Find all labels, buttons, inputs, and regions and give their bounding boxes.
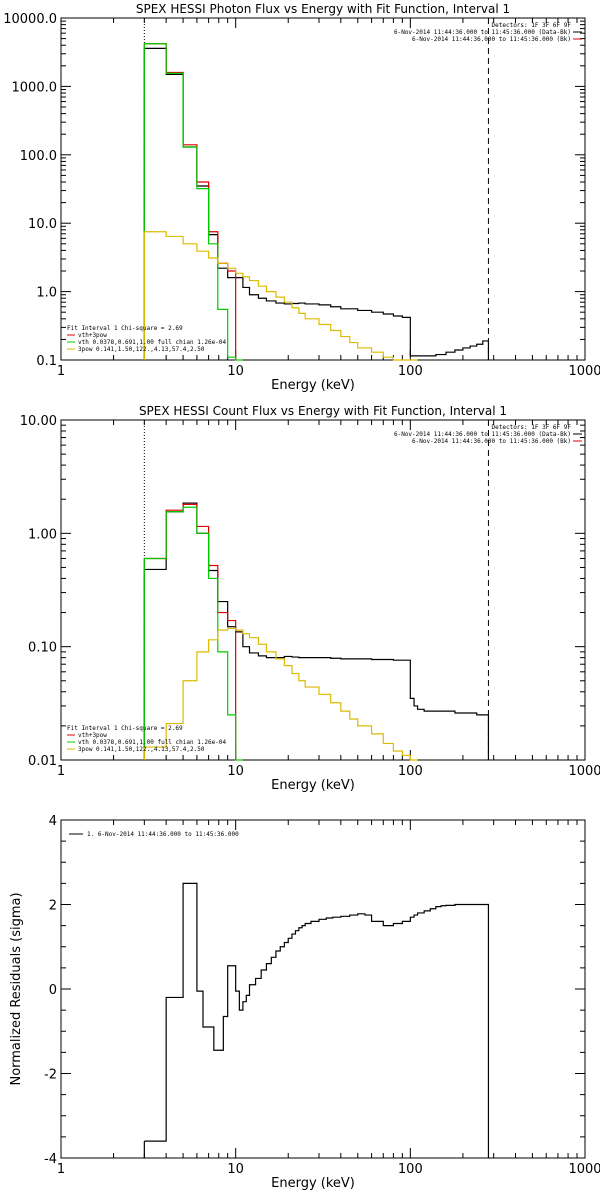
- y-tick-label: 1.0: [36, 286, 57, 301]
- series-yellow-line: [144, 627, 418, 761]
- plot-frame: [60, 419, 586, 761]
- info-line: 6-Nov-2014 11:44:36.000 to 11:45:36.000 …: [394, 431, 571, 438]
- legend-entry: 3pow 0.141,1.50,122.,4.13,57.4,2.50: [78, 346, 205, 353]
- legend-entry: vth+3pow: [78, 732, 107, 739]
- y-tick-label: 2: [49, 899, 57, 914]
- y-tick-label: 10000.0: [3, 12, 57, 27]
- x-axis: 1 10 100 1000 Energy (keV): [57, 820, 600, 1191]
- legend: 1. 6-Nov-2014 11:44:36.000 to 11:45:36.0…: [69, 831, 239, 838]
- legend-entry: vth 0.0378,0.691,1.00 full chian 1.26e-0…: [78, 739, 226, 746]
- series-red-line: [144, 503, 237, 760]
- chart-panel-3: 1 10 100 1000 Energy (keV) -4 -2 0 2 4 Normalized …: [9, 814, 600, 1191]
- legend-entry: Fit Interval 1 Chi-square = 2.69: [67, 325, 183, 332]
- y-axis: 0.1 1.0 10.0 100.0 1000.0 10000.0: [3, 12, 585, 369]
- x-tick-label: 1: [57, 364, 65, 379]
- info-line: 6-Nov-2014 11:44:36.000 to 11:45:36.000 …: [412, 36, 571, 43]
- legend-entry: Fit Interval 1 Chi-square = 2.69: [67, 725, 183, 732]
- legend-entry: 1. 6-Nov-2014 11:44:36.000 to 11:45:36.0…: [87, 831, 239, 838]
- chart-title: SPEX HESSI Photon Flux vs Energy with Fi…: [136, 2, 510, 16]
- y-axis: 0.01 0.10 1.00 10.00: [20, 414, 585, 769]
- legend-entry: vth+3pow: [78, 332, 107, 339]
- y-tick-label: 1.00: [28, 527, 57, 542]
- info-block: Detectors: 1F 3F 6F 9F6-Nov-2014 11:44:3…: [394, 22, 582, 43]
- y-tick-label: 100.0: [20, 149, 57, 164]
- chart-title: SPEX HESSI Count Flux vs Energy with Fit…: [139, 404, 507, 418]
- info-line: Detectors: 1F 3F 6F 9F: [492, 22, 572, 29]
- x-axis-label: Energy (keV): [271, 378, 355, 393]
- x-axis-label: Energy (keV): [271, 1176, 355, 1191]
- y-tick-label: 4: [49, 814, 57, 829]
- y-tick-label: 10.0: [28, 217, 57, 232]
- legend-entry: 3pow 0.141,1.50,122.,4.13,57.4,2.50: [78, 746, 205, 753]
- x-tick-label: 10: [227, 364, 244, 379]
- y-tick-label: 1000.0: [12, 80, 58, 95]
- x-tick-label: 100: [398, 1162, 423, 1177]
- y-axis: -4 -2 0 2 4 Normalized Residuals (sigma): [9, 814, 585, 1167]
- x-tick-label: 1000: [568, 364, 600, 379]
- info-block: Detectors: 1F 3F 6F 9F6-Nov-2014 11:44:3…: [394, 424, 582, 445]
- x-tick-label: 1: [57, 1162, 65, 1177]
- legend: Fit Interval 1 Chi-square = 2.69vth+3pow…: [67, 325, 226, 353]
- y-tick-label: -2: [44, 1068, 57, 1083]
- x-tick-label: 1: [57, 764, 65, 779]
- info-line: Detectors: 1F 3F 6F 9F: [492, 424, 572, 431]
- series-yellow-line: [144, 231, 418, 361]
- y-axis-label: Normalized Residuals (sigma): [9, 892, 24, 1085]
- series-black-line: [144, 502, 490, 760]
- x-axis: 1 10 100 1000 Energy (keV): [57, 18, 600, 393]
- plot-frame: [60, 17, 586, 361]
- y-tick-label: -4: [44, 1152, 57, 1167]
- x-axis-label: Energy (keV): [271, 778, 355, 793]
- chart-panel-2: SPEX HESSI Count Flux vs Energy with Fit…: [20, 404, 600, 793]
- series-green-line: [144, 506, 243, 761]
- plot-frame: [60, 819, 586, 1159]
- info-line: 6-Nov-2014 11:44:36.000 to 11:45:36.000 …: [412, 438, 571, 445]
- y-tick-label: 0.10: [28, 641, 57, 656]
- x-tick-label: 100: [398, 364, 423, 379]
- y-tick-label: 0.1: [36, 354, 57, 369]
- x-axis: 1 10 100 1000 Energy (keV): [57, 420, 600, 793]
- legend-entry: vth 0.0378,0.691,1.00 full chian 1.26e-0…: [78, 339, 226, 346]
- info-line: 6-Nov-2014 11:44:36.000 to 11:45:36.000 …: [394, 29, 571, 36]
- y-tick-label: 0: [49, 983, 57, 998]
- legend: Fit Interval 1 Chi-square = 2.69vth+3pow…: [67, 725, 226, 753]
- series-green-line: [144, 43, 243, 361]
- series-black-line: [144, 882, 490, 1158]
- y-tick-label: 0.01: [28, 754, 57, 769]
- x-tick-label: 10: [227, 764, 244, 779]
- x-tick-label: 10: [227, 1162, 244, 1177]
- x-tick-label: 100: [398, 764, 423, 779]
- y-tick-label: 10.00: [20, 414, 57, 429]
- series-red-line: [144, 43, 237, 360]
- x-tick-label: 1000: [568, 1162, 600, 1177]
- series-black-line: [144, 47, 490, 360]
- x-tick-label: 1000: [568, 764, 600, 779]
- chart-panel-1: SPEX HESSI Photon Flux vs Energy with Fi…: [3, 2, 600, 393]
